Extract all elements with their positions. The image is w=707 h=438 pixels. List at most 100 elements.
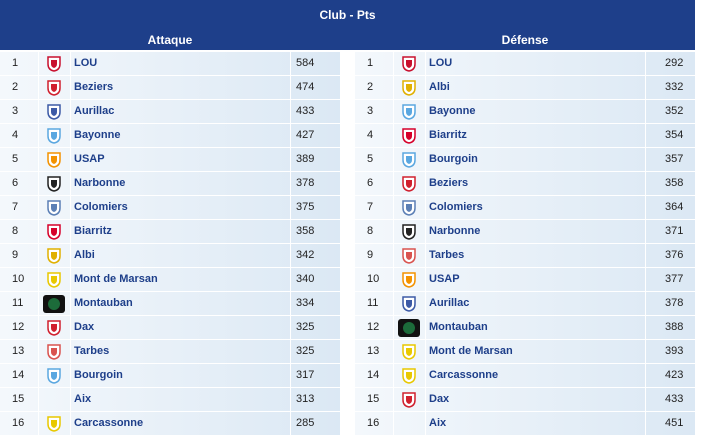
column-divider xyxy=(70,364,71,388)
team-link[interactable]: Aurillac xyxy=(74,105,115,117)
column-divider xyxy=(70,100,71,124)
column-divider xyxy=(393,340,394,364)
table-row: 16 Aix 451 xyxy=(355,412,695,436)
team-link[interactable]: Carcassonne xyxy=(429,369,499,381)
column-divider xyxy=(393,364,394,388)
table-row: 6 Beziers 358 xyxy=(355,172,695,196)
beziers-logo-icon xyxy=(395,172,423,195)
column-divider xyxy=(645,196,646,220)
table-row: 5 Bourgoin 357 xyxy=(355,148,695,172)
points-cell: 352 xyxy=(665,105,684,117)
column-divider xyxy=(38,76,39,100)
column-divider xyxy=(290,388,291,412)
team-link[interactable]: USAP xyxy=(429,273,460,285)
team-link[interactable]: Biarritz xyxy=(74,225,112,237)
montauban-logo-icon xyxy=(40,292,68,315)
team-link[interactable]: Mont de Marsan xyxy=(429,345,513,357)
column-divider xyxy=(645,124,646,148)
table-row: 13 Tarbes 325 xyxy=(0,340,340,364)
column-divider xyxy=(38,388,39,412)
column-divider xyxy=(425,172,426,196)
column-divider xyxy=(393,388,394,412)
team-link[interactable]: Bayonne xyxy=(429,105,476,117)
team-link[interactable]: Aix xyxy=(74,393,92,405)
column-divider xyxy=(70,316,71,340)
usap-logo-icon xyxy=(40,148,68,171)
table-row: 9 Albi 342 xyxy=(0,244,340,268)
points-cell: 423 xyxy=(665,369,684,381)
team-link[interactable]: Carcassonne xyxy=(74,417,144,429)
points-cell: 377 xyxy=(665,273,684,285)
rank-cell: 8 xyxy=(12,225,19,237)
team-link[interactable]: Montauban xyxy=(429,321,488,333)
column-divider xyxy=(393,316,394,340)
carcassonne-logo-icon xyxy=(40,412,68,435)
column-divider xyxy=(393,292,394,316)
team-link[interactable]: Mont de Marsan xyxy=(74,273,158,285)
column-divider xyxy=(425,340,426,364)
team-link[interactable]: Montauban xyxy=(74,297,133,309)
team-link[interactable]: USAP xyxy=(74,153,105,165)
team-link[interactable]: Aurillac xyxy=(429,297,470,309)
column-divider xyxy=(425,244,426,268)
usap-logo-icon xyxy=(395,268,423,291)
team-link[interactable]: Albi xyxy=(429,81,450,93)
points-cell: 375 xyxy=(296,201,315,213)
column-divider xyxy=(425,76,426,100)
column-divider xyxy=(70,172,71,196)
points-cell: 325 xyxy=(296,345,315,357)
column-divider xyxy=(38,412,39,436)
team-link[interactable]: Bourgoin xyxy=(74,369,123,381)
team-link[interactable]: Tarbes xyxy=(74,345,110,357)
rank-cell: 9 xyxy=(12,249,19,261)
column-divider xyxy=(70,244,71,268)
team-link[interactable]: Bayonne xyxy=(74,129,121,141)
team-link[interactable]: Albi xyxy=(74,249,95,261)
team-link[interactable]: Narbonne xyxy=(74,177,126,189)
table-row: 8 Biarritz 358 xyxy=(0,220,340,244)
column-divider xyxy=(393,244,394,268)
rank-cell: 2 xyxy=(12,81,19,93)
table-row: 5 USAP 389 xyxy=(0,148,340,172)
rank-cell: 3 xyxy=(367,105,374,117)
carcassonne-logo-icon xyxy=(395,364,423,387)
column-divider xyxy=(290,412,291,436)
team-link[interactable]: Dax xyxy=(74,321,95,333)
column-divider xyxy=(425,196,426,220)
column-divider xyxy=(70,292,71,316)
column-divider xyxy=(70,388,71,412)
team-link[interactable]: Dax xyxy=(429,393,450,405)
team-link[interactable]: Biarritz xyxy=(429,129,467,141)
team-link[interactable]: LOU xyxy=(74,57,98,69)
team-link[interactable]: Bourgoin xyxy=(429,153,478,165)
team-link[interactable]: Beziers xyxy=(74,81,114,93)
team-link[interactable]: Aix xyxy=(429,417,447,429)
logo-placeholder xyxy=(395,412,423,435)
column-divider xyxy=(290,292,291,316)
points-cell: 389 xyxy=(296,153,315,165)
table-row: 4 Biarritz 354 xyxy=(355,124,695,148)
rank-cell: 7 xyxy=(12,201,19,213)
column-divider xyxy=(38,292,39,316)
table-row: 4 Bayonne 427 xyxy=(0,124,340,148)
rank-cell: 11 xyxy=(367,297,379,309)
team-link[interactable]: Beziers xyxy=(429,177,469,189)
column-divider xyxy=(290,364,291,388)
table-row: 2 Beziers 474 xyxy=(0,76,340,100)
points-cell: 342 xyxy=(296,249,315,261)
team-link[interactable]: Tarbes xyxy=(429,249,465,261)
points-cell: 433 xyxy=(296,105,315,117)
team-link[interactable]: Colomiers xyxy=(429,201,483,213)
team-link[interactable]: LOU xyxy=(429,57,453,69)
team-link[interactable]: Narbonne xyxy=(429,225,481,237)
column-divider xyxy=(425,364,426,388)
rank-cell: 16 xyxy=(12,417,25,429)
column-divider xyxy=(290,172,291,196)
column-divider xyxy=(645,100,646,124)
column-divider xyxy=(393,268,394,292)
column-divider xyxy=(425,148,426,172)
points-cell: 433 xyxy=(665,393,684,405)
column-divider xyxy=(645,52,646,76)
team-link[interactable]: Colomiers xyxy=(74,201,128,213)
rank-cell: 12 xyxy=(367,321,380,333)
